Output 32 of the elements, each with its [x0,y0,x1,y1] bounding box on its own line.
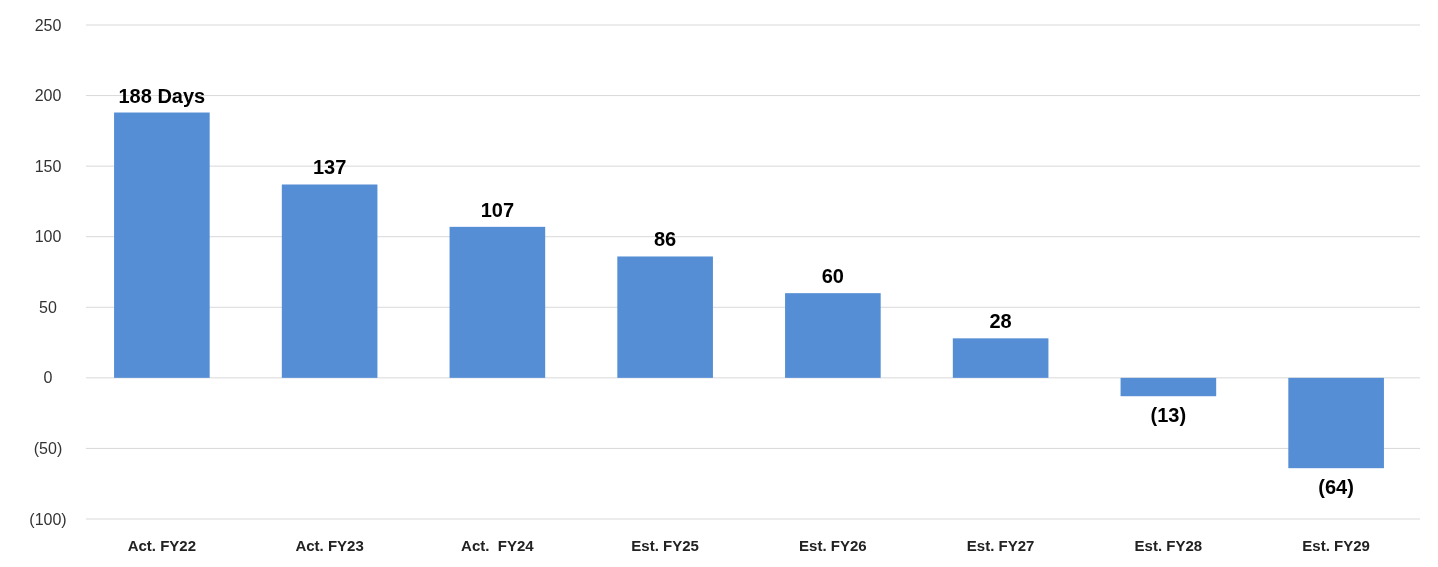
data-label: (13) [1150,404,1187,427]
y-tick-label: 0 [43,369,53,387]
y-tick-label: 100 [34,228,62,246]
bar [114,112,210,378]
bar [1288,377,1384,469]
bar [1120,377,1217,397]
data-label: 28 [989,310,1012,333]
x-tick-label: Est. FY25 [631,537,699,554]
y-tick-label: (50) [33,440,63,458]
x-tick-label: Act. FY22 [127,537,197,554]
x-tick-label: Est. FY28 [1134,537,1203,554]
bar [617,256,713,378]
y-tick-label: 150 [34,157,62,175]
data-label: 107 [480,198,515,221]
data-label: 60 [821,265,844,288]
bar [281,184,378,378]
y-tick-label: (100) [29,510,67,528]
x-tick-label: Act. FY24 [461,537,535,554]
x-tick-label: Act. FY23 [295,537,364,554]
bar [449,226,546,378]
x-tick-label: Est. FY27 [966,537,1035,554]
bar [785,293,881,378]
y-tick-label: 200 [34,87,62,105]
data-label: 188 Days [118,84,206,107]
data-label: 137 [312,156,347,179]
bar [952,338,1049,378]
x-tick-label: Est. FY29 [1302,537,1370,554]
x-tick-label: Est. FY26 [799,537,867,554]
data-label: 86 [654,228,677,251]
data-label: (64) [1318,476,1354,499]
y-tick-label: 50 [39,298,57,316]
y-tick-label: 250 [34,16,62,34]
